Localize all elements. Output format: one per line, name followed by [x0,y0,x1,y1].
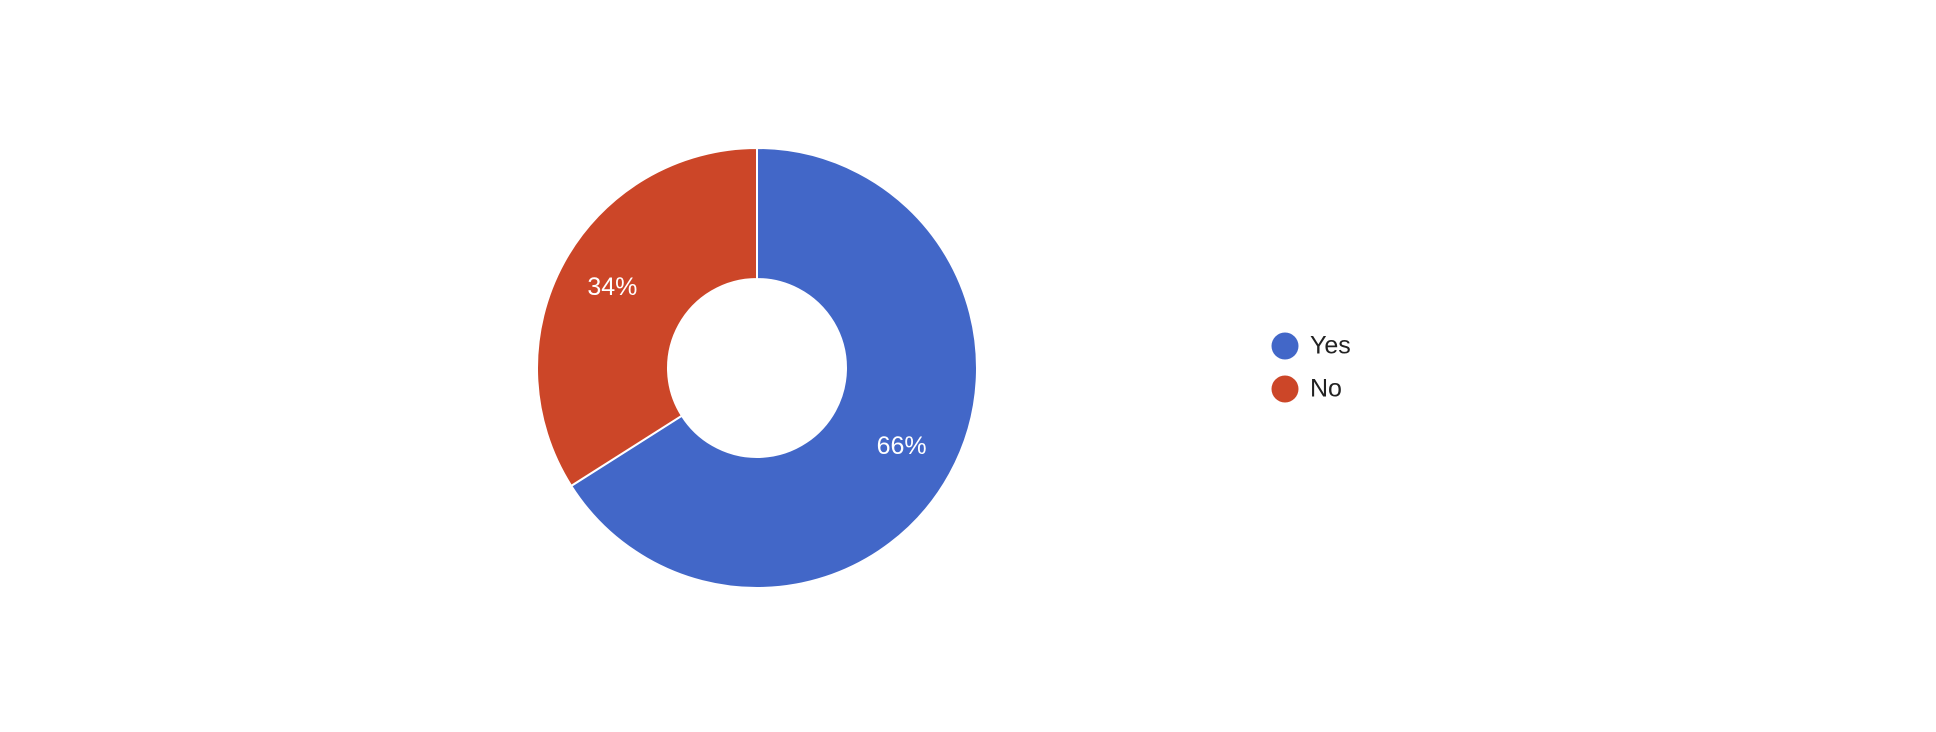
legend-marker [1271,375,1299,403]
slice-label: 66% [877,432,927,460]
legend-marker [1271,332,1299,360]
donut-slice [569,146,978,589]
legend-label: Yes [1310,332,1351,360]
legend-label: No [1310,375,1342,403]
slice-label: 34% [587,273,637,301]
donut-slice [536,146,758,488]
